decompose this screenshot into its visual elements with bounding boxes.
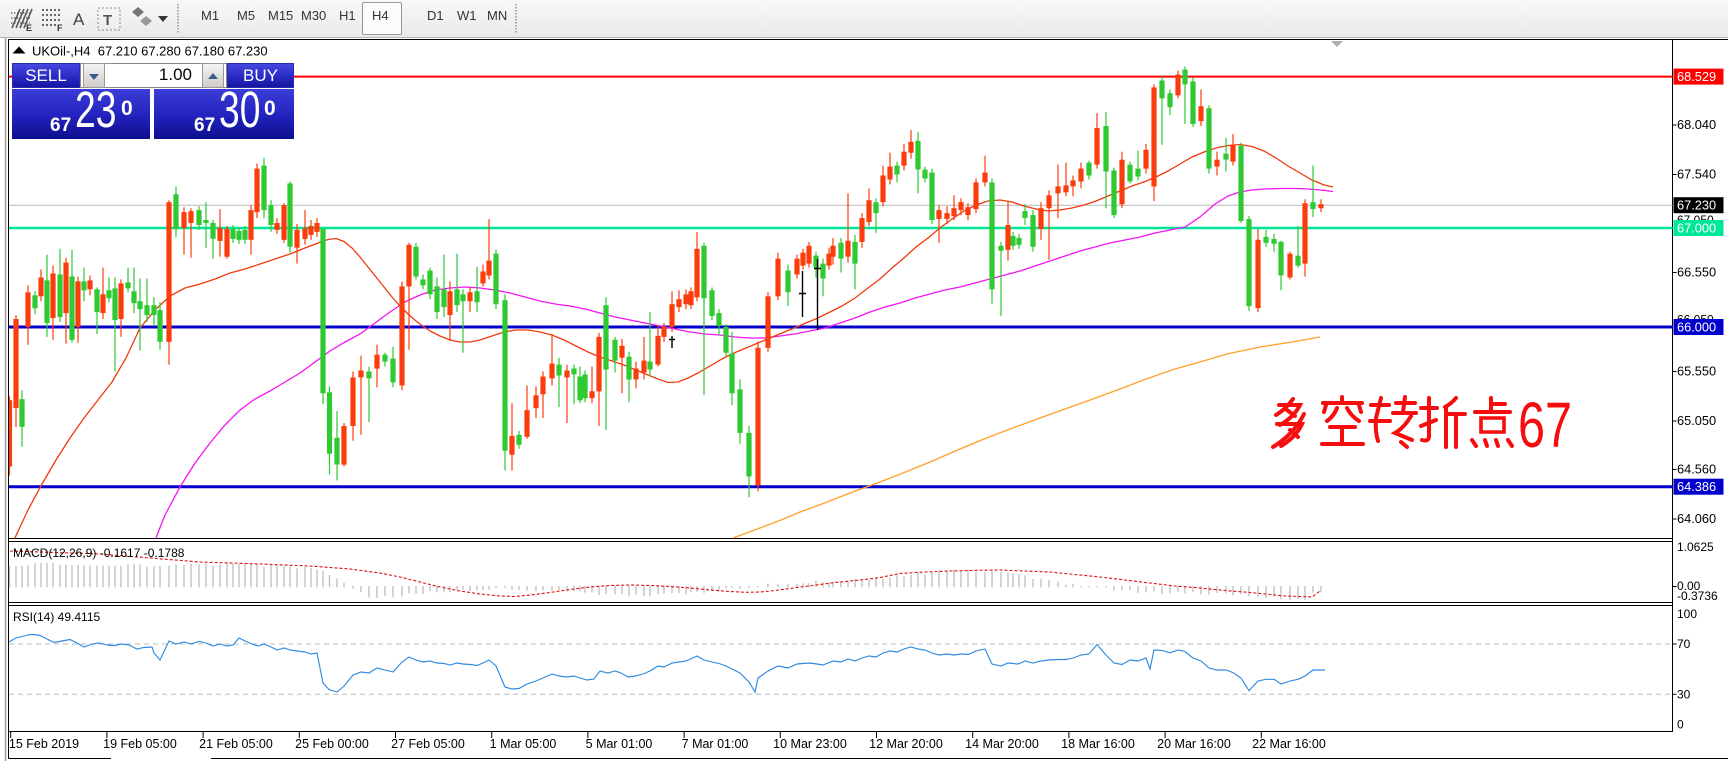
svg-text:10 Mar 23:00: 10 Mar 23:00 [773,737,847,751]
svg-text:18 Mar 16:00: 18 Mar 16:00 [1061,737,1135,751]
svg-text:A: A [73,10,85,29]
svg-text:30: 30 [1677,687,1691,701]
svg-text:12 Mar 20:00: 12 Mar 20:00 [869,737,943,751]
svg-text:RSI(14) 49.4115: RSI(14) 49.4115 [13,610,100,624]
svg-text:15 Feb 2019: 15 Feb 2019 [9,737,79,751]
svg-text:5 Mar 01:00: 5 Mar 01:00 [586,737,653,751]
svg-text:66.550: 66.550 [1677,265,1716,280]
svg-text:0: 0 [1677,718,1684,732]
svg-text:65.550: 65.550 [1677,364,1716,379]
svg-text:67.540: 67.540 [1677,167,1716,182]
svg-text:MACD(12,26,9) -0.1617 -0.1788: MACD(12,26,9) -0.1617 -0.1788 [13,546,185,560]
svg-text:68.040: 68.040 [1677,117,1716,132]
svg-text:67.230: 67.230 [1677,198,1716,213]
svg-text:64.060: 64.060 [1677,511,1716,526]
svg-text:22 Mar 16:00: 22 Mar 16:00 [1252,737,1326,751]
svg-text:F: F [57,23,63,33]
svg-text:1 Mar 05:00: 1 Mar 05:00 [490,737,557,751]
svg-text:68.529: 68.529 [1677,69,1716,84]
svg-text:14 Mar 20:00: 14 Mar 20:00 [965,737,1039,751]
svg-text:64.560: 64.560 [1677,462,1716,477]
svg-text:7 Mar 01:00: 7 Mar 01:00 [682,737,749,751]
svg-text:100: 100 [1677,607,1697,621]
svg-text:21 Feb 05:00: 21 Feb 05:00 [199,737,273,751]
svg-text:67.000: 67.000 [1677,221,1716,236]
svg-text:T: T [103,12,112,29]
svg-text:19 Feb 05:00: 19 Feb 05:00 [103,737,177,751]
svg-text:UKOil-,H4 67.210 67.280 67.18: UKOil-,H4 67.210 67.280 67.180 67.230 [32,44,268,59]
svg-text:64.386: 64.386 [1677,479,1716,494]
svg-text:70: 70 [1677,637,1691,651]
svg-text:E: E [26,23,32,33]
svg-text:66.000: 66.000 [1677,320,1716,335]
svg-text:20 Mar 16:00: 20 Mar 16:00 [1157,737,1231,751]
svg-text:65.050: 65.050 [1677,413,1716,428]
svg-text:-0.3736: -0.3736 [1677,589,1718,603]
svg-text:25 Feb 00:00: 25 Feb 00:00 [295,737,369,751]
svg-text:67: 67 [1518,389,1572,461]
svg-text:0.00: 0.00 [1677,579,1701,593]
svg-text:27 Feb 05:00: 27 Feb 05:00 [391,737,465,751]
svg-text:1.0625: 1.0625 [1677,540,1714,554]
